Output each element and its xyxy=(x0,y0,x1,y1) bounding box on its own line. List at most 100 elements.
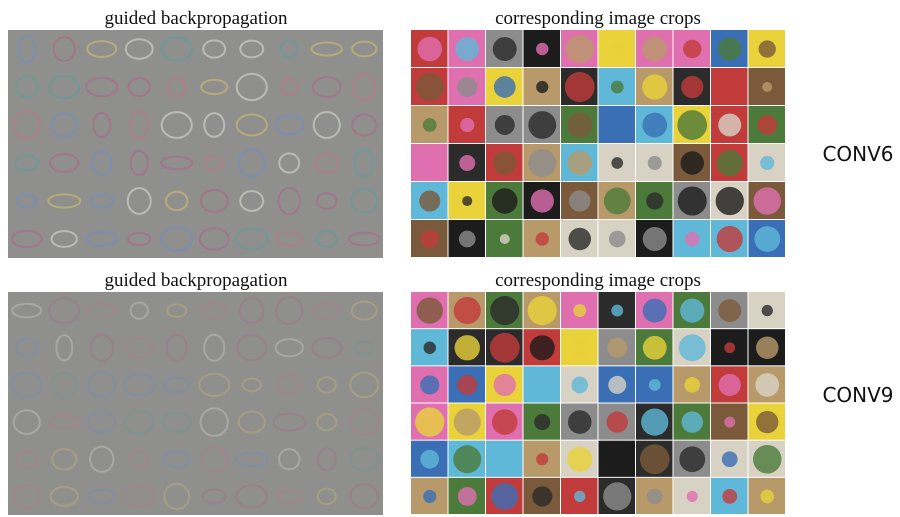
gradient-pattern xyxy=(125,337,154,359)
crop-detail xyxy=(603,482,632,511)
gradient-pattern xyxy=(16,193,38,209)
gradient-pattern xyxy=(160,36,194,62)
gradient-pattern xyxy=(349,446,380,472)
gradient-pattern xyxy=(86,40,118,58)
crop-detail xyxy=(494,115,515,135)
gradient-pattern xyxy=(129,301,149,320)
gradient-pattern xyxy=(241,377,262,393)
gradient-pattern xyxy=(201,301,228,320)
gradient-pattern xyxy=(89,445,115,473)
gradient-pattern xyxy=(50,371,78,398)
gradient-pattern xyxy=(49,153,80,173)
crop-detail xyxy=(459,155,476,171)
crop-detail xyxy=(716,149,743,177)
crop-detail xyxy=(499,233,510,245)
crop-detail xyxy=(679,446,706,473)
crop-detail xyxy=(536,453,549,466)
gradient-pattern xyxy=(160,155,194,171)
gradient-pattern xyxy=(12,483,41,510)
gradient-pattern xyxy=(354,148,375,178)
crop-detail xyxy=(457,76,478,98)
crop-detail xyxy=(646,488,663,505)
crop-detail xyxy=(758,40,776,58)
gradient-pattern xyxy=(311,76,342,98)
gradient-pattern xyxy=(48,74,81,100)
gradient-pattern xyxy=(275,295,304,326)
crop-detail xyxy=(453,408,481,436)
crop-detail xyxy=(570,338,590,358)
crop-detail xyxy=(680,151,704,175)
gradient-pattern xyxy=(348,231,381,247)
gradient-pattern xyxy=(311,337,343,359)
gradient-pattern xyxy=(316,487,337,506)
gradient-pattern xyxy=(239,297,265,325)
crop-detail xyxy=(415,72,444,102)
gradient-pattern xyxy=(129,110,150,140)
crop-detail xyxy=(568,227,592,251)
gradient-pattern xyxy=(316,192,338,210)
gradient-pattern xyxy=(85,231,118,247)
crop-detail xyxy=(718,373,741,396)
gradient-pattern xyxy=(199,188,229,214)
crop-detail xyxy=(603,445,632,474)
crop-detail xyxy=(420,375,440,395)
crop-detail xyxy=(761,304,773,317)
crop-detail xyxy=(453,445,482,474)
gradient-pattern xyxy=(91,150,113,176)
crop-detail xyxy=(610,80,624,94)
crop-detail xyxy=(531,374,553,396)
panel-title: corresponding image crops xyxy=(495,270,701,291)
crop-detail xyxy=(462,195,473,207)
gradient-pattern xyxy=(165,333,188,362)
crop-detail xyxy=(724,416,736,428)
crop-detail xyxy=(754,226,781,252)
crop-detail xyxy=(567,150,592,176)
crop-detail xyxy=(610,42,624,56)
crop-detail xyxy=(416,297,443,324)
crop-detail xyxy=(417,36,443,62)
crop-detail xyxy=(755,373,780,397)
gradient-pattern xyxy=(316,376,337,394)
crop-detail xyxy=(490,296,520,326)
crop-detail xyxy=(646,192,664,210)
gradient-pattern xyxy=(14,337,39,358)
gradient-pattern xyxy=(198,372,231,398)
gradient-pattern xyxy=(126,187,152,215)
gradient-pattern xyxy=(123,409,155,435)
gradient-pattern xyxy=(48,297,81,324)
gradient-pattern xyxy=(239,39,265,59)
gradient-pattern xyxy=(15,449,39,469)
crop-detail xyxy=(716,225,743,253)
crop-detail xyxy=(489,332,520,363)
gradient-pattern xyxy=(198,227,230,251)
crop-detail xyxy=(642,335,667,360)
gradient-pattern xyxy=(164,190,189,212)
gradient-pattern xyxy=(203,112,226,138)
crop-detail xyxy=(611,157,624,169)
gradient-pattern xyxy=(89,333,114,363)
crop-detail xyxy=(491,409,518,435)
crop-detail xyxy=(457,374,478,395)
crop-detail xyxy=(642,74,668,100)
crop-detail xyxy=(715,186,744,216)
crop-detail xyxy=(681,75,704,99)
crop-detail xyxy=(420,230,439,248)
gradient-pattern xyxy=(127,76,151,98)
crop-detail xyxy=(681,411,703,433)
gradient-pattern xyxy=(49,486,79,507)
gradient-pattern xyxy=(50,112,78,138)
crop-detail xyxy=(455,37,480,61)
gradient-pattern xyxy=(350,188,379,214)
gradient-pattern xyxy=(160,111,193,139)
gradient-pattern xyxy=(87,488,117,505)
gradient-pattern xyxy=(199,407,229,437)
gradient-pattern xyxy=(122,373,156,397)
gradient-pattern xyxy=(276,489,302,504)
gradient-pattern xyxy=(204,154,224,172)
crop-detail xyxy=(756,410,779,434)
crop-detail xyxy=(721,451,738,468)
crop-detail xyxy=(718,113,742,137)
crop-detail xyxy=(642,112,668,138)
gradient-pattern xyxy=(86,302,117,319)
crop-detail xyxy=(419,190,441,212)
